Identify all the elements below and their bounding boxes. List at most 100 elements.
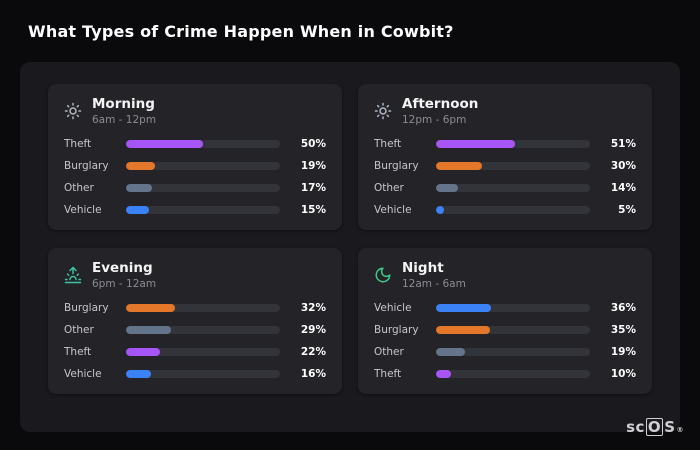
card-title: Morning (92, 96, 155, 112)
crime-percentage: 10% (610, 368, 636, 380)
bar-fill (126, 206, 150, 214)
crime-row: Other 29% (64, 324, 326, 336)
page-title: What Types of Crime Happen When in Cowbi… (28, 22, 454, 41)
bar-track (126, 206, 280, 214)
crime-row: Other 17% (64, 182, 326, 194)
crime-label: Burglary (64, 160, 109, 172)
crime-rows: Theft 51% Burglary 30% Other 14% Vehicle 5% (374, 138, 636, 216)
crime-percentage: 15% (300, 204, 326, 216)
bar-fill (126, 326, 171, 334)
bar-fill (126, 348, 160, 356)
crime-row: Theft 50% (64, 138, 326, 150)
bar-fill (436, 348, 466, 356)
crime-rows: Burglary 32% Other 29% Theft 22% Vehicle 16% (64, 302, 326, 380)
crime-percentage: 51% (610, 138, 636, 150)
bar-fill (436, 206, 444, 214)
card-header: Evening 6pm - 12am (64, 260, 326, 290)
time-card-night: Night 12am - 6am Vehicle 36% Burglary 35% Othe… (358, 248, 652, 394)
time-card-afternoon: Afternoon 12pm - 6pm Theft 51% Burglary 30% Ot… (358, 84, 652, 230)
moon-icon (374, 266, 392, 284)
crime-row: Burglary 32% (64, 302, 326, 314)
crime-label: Other (64, 182, 94, 194)
crime-percentage: 36% (610, 302, 636, 314)
crime-row: Theft 10% (374, 368, 636, 380)
crime-label: Other (374, 346, 404, 358)
crime-percentage: 19% (300, 160, 326, 172)
bar-track (436, 206, 590, 214)
bar-fill (126, 184, 153, 192)
crime-row: Theft 22% (64, 346, 326, 358)
crime-percentage: 19% (610, 346, 636, 358)
crime-label: Vehicle (64, 368, 102, 380)
crime-row: Vehicle 36% (374, 302, 636, 314)
crime-label: Vehicle (374, 302, 412, 314)
crime-label: Theft (64, 138, 92, 150)
crime-row: Vehicle 5% (374, 204, 636, 216)
bar-track (436, 304, 590, 312)
time-cards-grid: Morning 6am - 12pm Theft 50% Burglary 19% Othe… (20, 62, 680, 416)
crime-rows: Theft 50% Burglary 19% Other 17% Vehicle 15% (64, 138, 326, 216)
logo-text-s: S (664, 417, 676, 436)
bar-fill (126, 304, 176, 312)
crime-label: Other (374, 182, 404, 194)
card-header-text: Morning 6am - 12pm (92, 96, 156, 126)
bar-track (436, 162, 590, 170)
bar-track (436, 184, 590, 192)
card-subtitle: 12am - 6am (402, 278, 466, 290)
bar-fill (126, 140, 203, 148)
crime-percentage: 50% (300, 138, 326, 150)
bar-fill (436, 140, 515, 148)
card-title: Afternoon (402, 96, 479, 112)
crime-percentage: 16% (300, 368, 326, 380)
card-subtitle: 6pm - 12am (92, 278, 157, 290)
card-header-text: Night 12am - 6am (402, 260, 466, 290)
crime-percentage: 35% (610, 324, 636, 336)
bar-fill (436, 162, 483, 170)
card-title: Evening (92, 260, 153, 276)
crime-row: Vehicle 15% (64, 204, 326, 216)
crime-label: Burglary (374, 324, 419, 336)
crime-percentage: 17% (300, 182, 326, 194)
card-header: Afternoon 12pm - 6pm (374, 96, 636, 126)
logo-boxed-o: O (645, 417, 664, 436)
bar-track (436, 370, 590, 378)
crime-label: Burglary (374, 160, 419, 172)
crime-label: Vehicle (64, 204, 102, 216)
time-card-morning: Morning 6am - 12pm Theft 50% Burglary 19% Othe… (48, 84, 342, 230)
bar-fill (126, 162, 156, 170)
crime-label: Burglary (64, 302, 109, 314)
card-header-text: Evening 6pm - 12am (92, 260, 156, 290)
crime-percentage: 14% (610, 182, 636, 194)
crime-panel: Morning 6am - 12pm Theft 50% Burglary 19% Othe… (20, 62, 680, 432)
sun-icon (64, 102, 82, 120)
bar-track (436, 326, 590, 334)
crime-label: Theft (374, 368, 402, 380)
bar-track (126, 162, 280, 170)
crime-row: Burglary 35% (374, 324, 636, 336)
bar-fill (436, 304, 492, 312)
bar-fill (126, 370, 151, 378)
crime-label: Vehicle (374, 204, 412, 216)
crime-percentage: 32% (300, 302, 326, 314)
card-header-text: Afternoon 12pm - 6pm (402, 96, 478, 126)
bar-track (126, 326, 280, 334)
registered-mark: ® (676, 425, 684, 434)
crime-percentage: 29% (300, 324, 326, 336)
card-header: Morning 6am - 12pm (64, 96, 326, 126)
card-title: Night (402, 260, 444, 276)
bar-fill (436, 326, 490, 334)
crime-label: Theft (64, 346, 92, 358)
bar-track (436, 140, 590, 148)
sun-icon (374, 102, 392, 120)
crime-rows: Vehicle 36% Burglary 35% Other 19% Theft 10% (374, 302, 636, 380)
crime-row: Other 14% (374, 182, 636, 194)
bar-track (126, 304, 280, 312)
crime-row: Burglary 19% (64, 160, 326, 172)
crime-label: Other (64, 324, 94, 336)
crime-row: Vehicle 16% (64, 368, 326, 380)
crime-label: Theft (374, 138, 402, 150)
crime-percentage: 22% (300, 346, 326, 358)
card-header: Night 12am - 6am (374, 260, 636, 290)
scos-logo: sc O S ® (626, 417, 684, 436)
bar-track (126, 370, 280, 378)
